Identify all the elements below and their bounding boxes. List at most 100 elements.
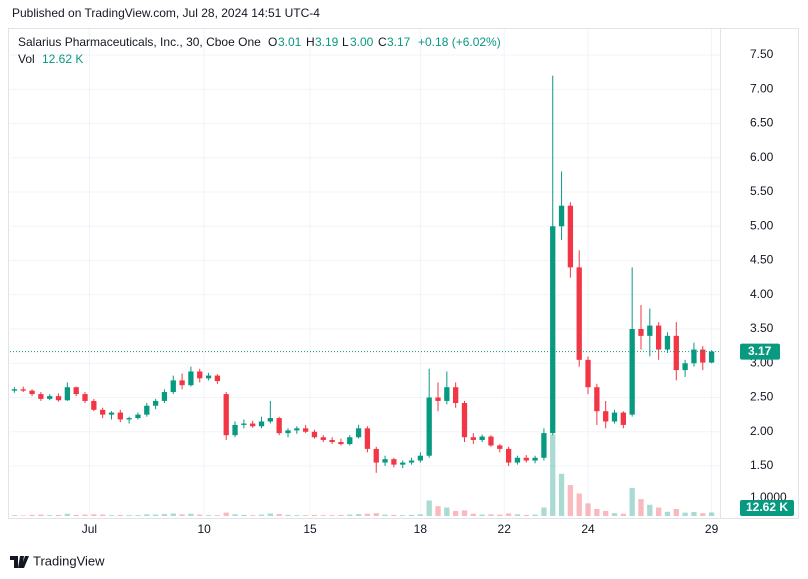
volume-bar (47, 515, 53, 516)
volume-bar (444, 507, 450, 516)
candle-body (250, 423, 256, 427)
candle-body (585, 359, 591, 388)
volume-bar (488, 514, 494, 516)
y-tick-label: 6.50 (750, 116, 774, 130)
volume-bar (320, 515, 326, 516)
volume-bar (311, 514, 318, 516)
volume-bar (197, 514, 203, 516)
volume-bar (170, 513, 176, 516)
high-label: H (306, 35, 315, 49)
candle-body (497, 445, 503, 449)
volume-bar (523, 514, 529, 516)
legend: Salarius Pharmaceuticals, Inc., 30, Cboe… (18, 35, 501, 66)
volume-bar (664, 511, 671, 516)
y-tick-label: 1.50 (750, 458, 774, 472)
candle-body (91, 400, 97, 410)
volume-bar (682, 512, 688, 516)
volume-bar (532, 514, 538, 516)
candle-body (311, 431, 318, 438)
volume-bar (514, 514, 521, 516)
volume-bar (55, 514, 62, 516)
y-tick-label: 2.00 (750, 424, 774, 438)
volume-bar (347, 514, 353, 516)
candle-body (197, 371, 203, 379)
candle-body (408, 460, 415, 463)
y-tick-label: 2.50 (750, 390, 774, 404)
last-price-tag (740, 343, 780, 360)
candle-body (47, 396, 53, 399)
volume-bar (223, 512, 229, 516)
brand-name: TradingView (33, 553, 105, 568)
candle-body (294, 428, 300, 431)
x-tick-label: 15 (303, 522, 317, 536)
last-price-label: 3.17 (748, 344, 772, 358)
candle-body (100, 409, 106, 415)
y-tick-label: 4.50 (750, 253, 774, 267)
volume-bar (364, 513, 371, 516)
candle-body (258, 421, 265, 427)
y-tick-label: 3.50 (750, 321, 774, 335)
volume-bar (91, 514, 97, 516)
y-tick-label: 6.00 (750, 150, 774, 164)
volume-bar (82, 514, 88, 516)
volume-bar (100, 514, 106, 516)
volume-bar (691, 512, 697, 516)
candle-body (647, 325, 653, 336)
candle-body (550, 226, 556, 434)
candle-body (461, 402, 468, 438)
candle-body (567, 205, 574, 268)
volume-bar (126, 515, 132, 516)
volume-bar (250, 515, 256, 516)
volume-bar (700, 513, 706, 516)
volume-bar (214, 515, 221, 516)
candle-body (532, 457, 538, 461)
candle-body (541, 433, 547, 458)
published-note: Published on TradingView.com, Jul 28, 20… (12, 6, 320, 20)
candle-body (700, 349, 706, 363)
candle-body (11, 389, 18, 391)
volume-bar (294, 515, 300, 516)
candle-body (64, 387, 71, 401)
volume-bar (505, 513, 512, 516)
candle-body (205, 375, 212, 379)
volume-bar (620, 513, 626, 516)
volume-bar (611, 513, 618, 516)
x-tick-label: 24 (581, 522, 595, 536)
candle-body (664, 335, 671, 350)
candle-body (276, 418, 282, 434)
candle-body (188, 371, 194, 386)
volume-bar (400, 515, 406, 516)
volume-bar (461, 510, 468, 516)
candle-body (673, 335, 679, 371)
volume-bar (135, 515, 141, 516)
candle-body (594, 387, 600, 412)
close-value: 3.17 (387, 35, 411, 49)
volume-bar (285, 514, 291, 516)
candle-body (232, 424, 238, 436)
candle-body (479, 436, 485, 440)
volume-bar (603, 510, 609, 516)
volume-bar (638, 499, 644, 516)
low-value: 3.00 (350, 35, 374, 49)
candle-body (355, 428, 362, 438)
x-tick-label: 18 (414, 522, 428, 536)
volume-bar (417, 514, 424, 516)
candle-body (329, 439, 335, 443)
candle-body (82, 394, 88, 401)
candle-body (320, 437, 326, 440)
candle-body (708, 351, 715, 363)
change-value: +0.18 (+6.02%) (418, 35, 501, 49)
candle-body (126, 418, 132, 420)
volume-tag (740, 500, 794, 516)
volume-bar (576, 493, 582, 516)
candle-body (302, 428, 309, 432)
candle-body (523, 457, 529, 461)
candle-body (373, 448, 379, 463)
y-tick-label: 5.50 (750, 184, 774, 198)
candle-body (505, 448, 512, 463)
candle-body (611, 412, 618, 422)
volume-bar (258, 514, 265, 516)
x-tick-label: Jul (82, 522, 97, 536)
candle-body (338, 442, 344, 445)
